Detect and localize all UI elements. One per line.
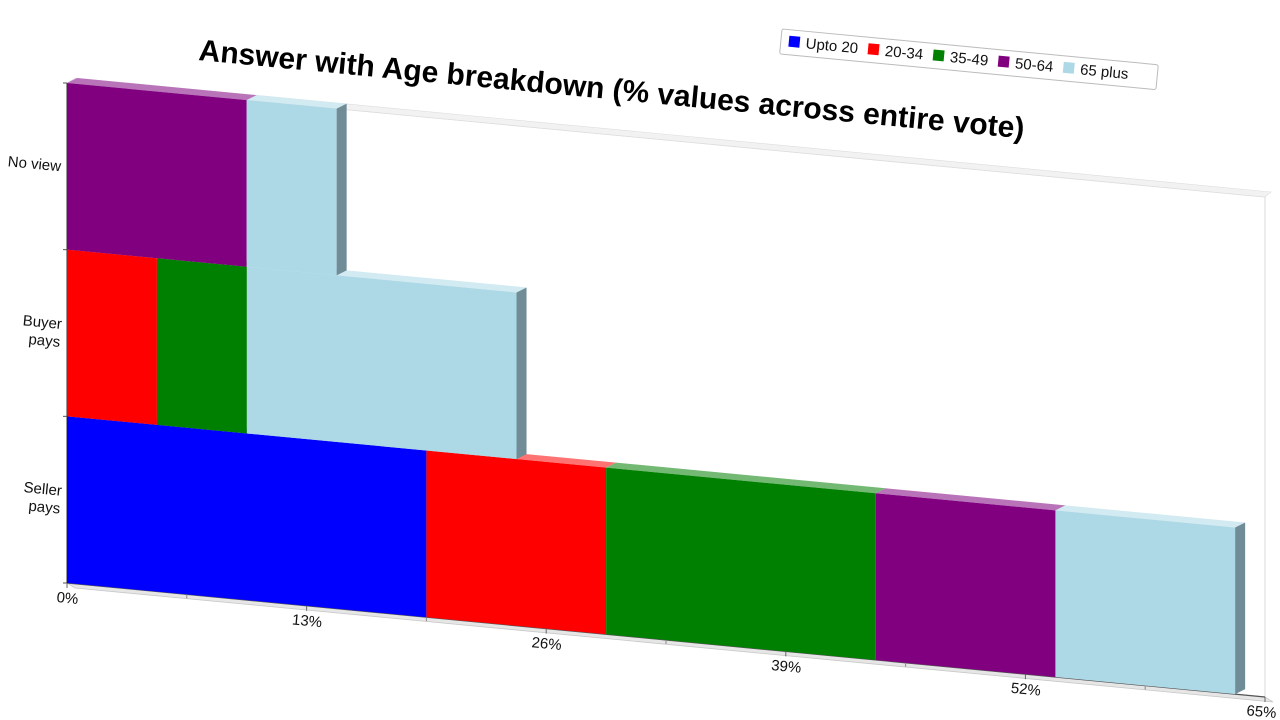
- bar-buyer-pays-65-plus: [246, 261, 527, 460]
- bar-side-no-view-65-plus: [336, 103, 347, 276]
- bar-top-seller-pays-35-49: [606, 462, 886, 494]
- bar-face-no-view-50-64: [67, 83, 247, 267]
- bar-seller-pays-65-plus: [1055, 505, 1246, 695]
- legend-label-20-34: 20-34: [884, 43, 924, 64]
- x-tick-label: 13%: [291, 611, 323, 631]
- bar-top-seller-pays-50-64: [875, 488, 1066, 511]
- bar-face-seller-pays-20-34: [426, 450, 607, 635]
- x-tick-label: 26%: [531, 634, 563, 654]
- bar-buyer-pays-35-49: [156, 253, 257, 434]
- category-label-buyer-pays: Buyerpays: [20, 312, 62, 351]
- bar-top-no-view-65-plus: [246, 95, 347, 109]
- bar-buyer-pays-20-34: [67, 244, 167, 425]
- x-axis-ticks: 0% 13% 26% 39% 52% 65%: [56, 583, 1277, 720]
- bar-no-view-50-64: [67, 78, 257, 267]
- x-tick-label: 65%: [1246, 702, 1278, 720]
- bar-seller-pays-50-64: [875, 488, 1066, 678]
- bar-face-buyer-pays-20-34: [67, 249, 157, 425]
- bar-face-no-view-65-plus: [246, 100, 337, 276]
- bar-face-seller-pays-65-plus: [1055, 510, 1236, 695]
- legend-swatch-65-plus: [1062, 61, 1075, 74]
- bar-side-seller-pays-65-plus: [1235, 522, 1246, 695]
- bar-face-seller-pays-50-64: [875, 493, 1056, 678]
- bar-top-seller-pays-65-plus: [1055, 505, 1246, 528]
- x-tick-label: 0%: [56, 589, 79, 608]
- bar-top-no-view-50-64: [67, 78, 257, 101]
- x-tick-label: 52%: [1010, 680, 1042, 700]
- bar-face-seller-pays-35-49: [606, 467, 876, 660]
- legend-swatch-35-49: [932, 49, 945, 62]
- category-label-no-view: No view: [7, 153, 62, 175]
- bar-face-buyer-pays-65-plus: [246, 266, 517, 460]
- legend-label-50-64: 50-64: [1014, 55, 1054, 76]
- legend-swatch-50-64: [997, 55, 1010, 68]
- legend-swatch-20-34: [867, 43, 880, 56]
- top-edge-shade: [66, 77, 1272, 198]
- category-label-seller-pays: Sellerpays: [21, 479, 62, 517]
- legend: Upto 20 20-34 35-49 50-64 65 plus: [779, 28, 1159, 90]
- bar-seller-pays-35-49: [606, 462, 886, 660]
- legend-label-upto-20: Upto 20: [805, 35, 859, 57]
- y-axis-ticks: Sellerpays Buyerpays No view: [7, 82, 67, 584]
- bar-seller-pays-20-34: [426, 445, 617, 635]
- bar-face-seller-pays-upto-20: [67, 416, 427, 618]
- legend-label-65-plus: 65 plus: [1079, 61, 1129, 83]
- legend-label-35-49: 35-49: [949, 49, 989, 70]
- bar-face-buyer-pays-35-49: [156, 258, 247, 434]
- bar-side-buyer-pays-65-plus: [516, 287, 527, 460]
- legend-items: Upto 20 20-34 35-49 50-64 65 plus: [788, 35, 1129, 83]
- bars-layer: [67, 78, 1246, 695]
- x-tick-label: 39%: [770, 657, 802, 677]
- legend-swatch-upto-20: [788, 35, 801, 48]
- bar-no-view-65-plus: [246, 95, 347, 276]
